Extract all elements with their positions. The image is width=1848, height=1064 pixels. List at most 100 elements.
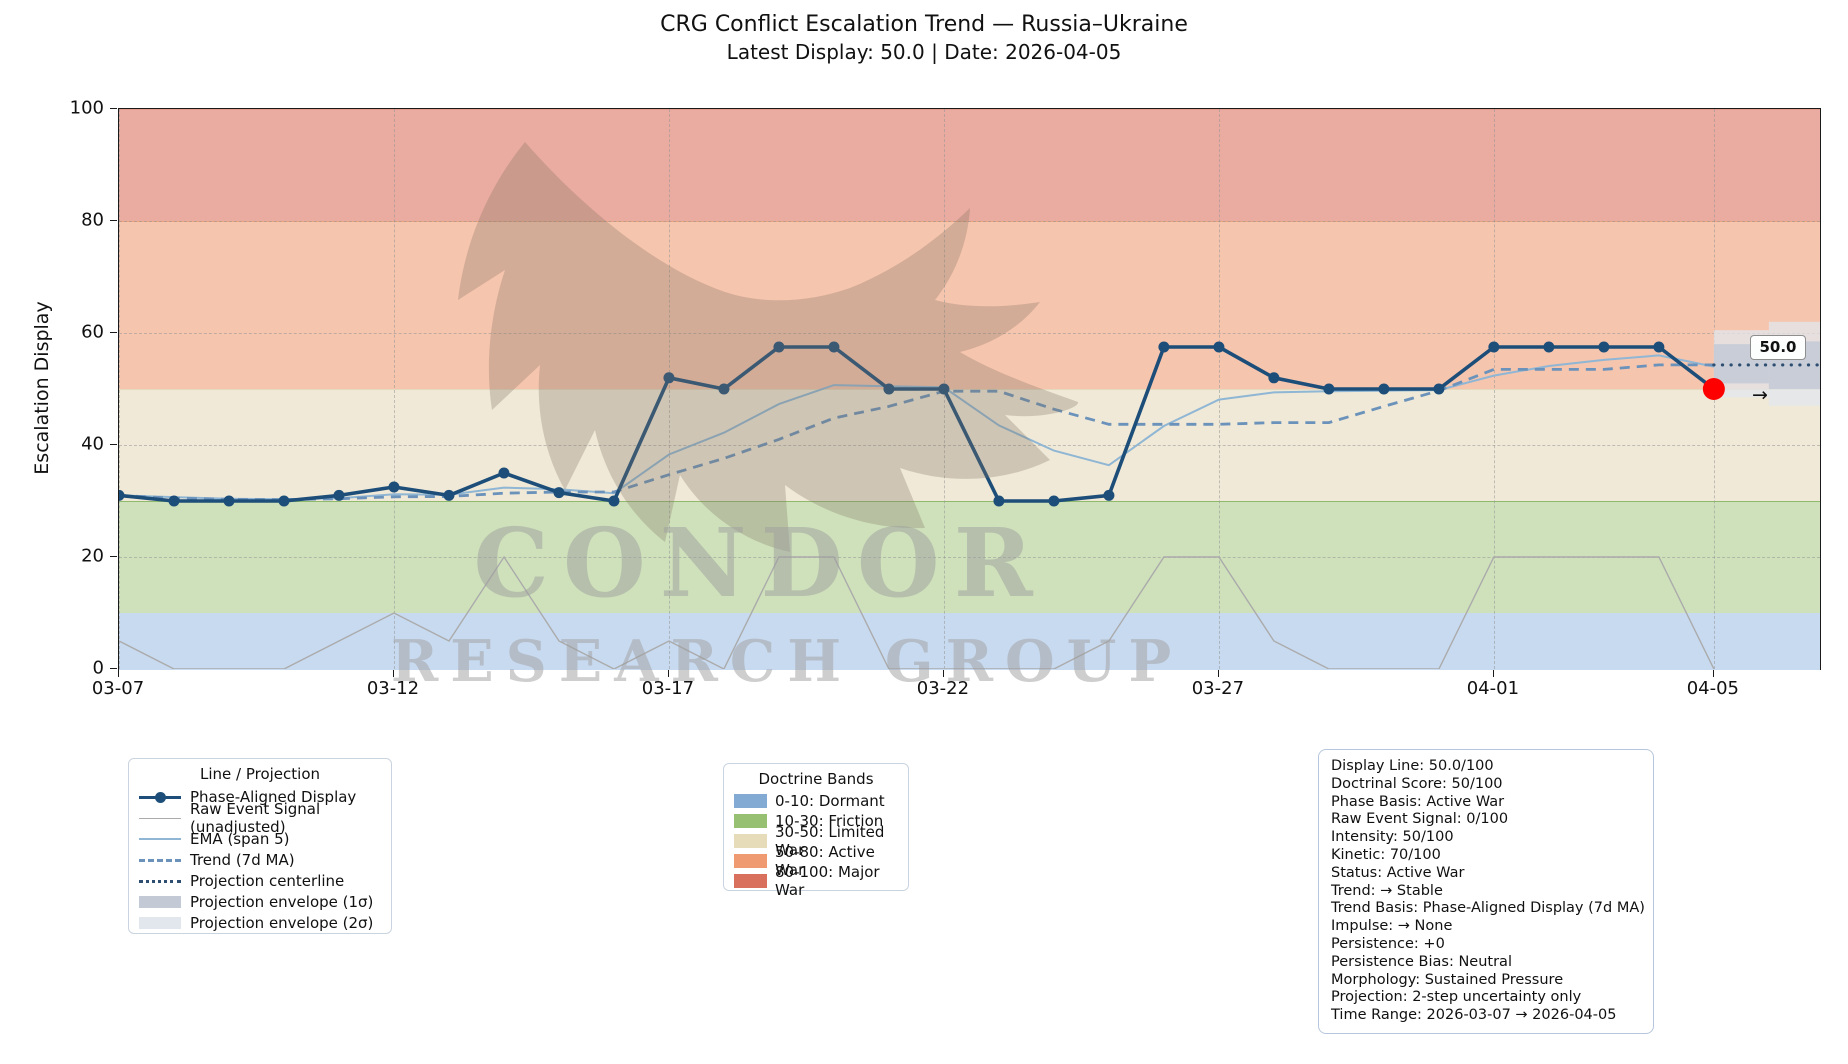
watermark-text-condor: CONDOR (473, 508, 1047, 619)
data-point-marker (773, 341, 785, 353)
y-tick-label: 80 (81, 209, 104, 231)
y-tick-label: 60 (81, 321, 104, 343)
legend-line-item-label: Projection centerline (190, 871, 345, 890)
data-point-marker (443, 489, 455, 501)
legend-line-item: Phase-Aligned Display (139, 786, 381, 807)
data-point-marker (883, 383, 895, 395)
doctrine-band-active-war (119, 221, 1820, 390)
doctrine-band-major-war (119, 109, 1820, 222)
y-tick-mark (110, 220, 117, 221)
y-tick-label: 40 (81, 433, 104, 455)
legend-band-item: 10-30: Friction (734, 811, 898, 831)
data-point-marker (1598, 341, 1610, 353)
plot-area (118, 108, 1821, 670)
series-chart (119, 321, 1820, 669)
legend-line-item-label: Trend (7d MA) (190, 850, 295, 869)
stat-line: Intensity: 50/100 (1331, 829, 1454, 846)
stat-line: Doctrinal Score: 50/100 (1331, 775, 1503, 792)
h-gridline (119, 557, 1820, 558)
x-tick-mark (392, 670, 394, 677)
data-point-marker (168, 495, 180, 507)
v-gridline (1218, 109, 1220, 669)
stat-line: Kinetic: 70/100 (1331, 846, 1441, 863)
data-point-marker (993, 495, 1005, 507)
legend-line-item: Projection centerline (139, 870, 381, 891)
data-point-marker (1378, 383, 1390, 395)
stat-line: Time Range: 2026-03-07 → 2026-04-05 (1331, 1007, 1617, 1024)
legend-line-item: EMA (span 5) (139, 828, 381, 849)
x-tick-label: 03-27 (1191, 678, 1245, 699)
x-tick-mark (1492, 670, 1494, 677)
stat-line: Phase Basis: Active War (1331, 793, 1505, 810)
y-tick-mark (110, 332, 117, 333)
x-tick-mark (118, 670, 119, 677)
legend-line-item: Raw Event Signal (unadjusted) (139, 800, 381, 836)
data-point-marker (1433, 383, 1445, 395)
legend-line-title: Line / Projection (199, 765, 321, 783)
legend-line-projection: Line / Projection Phase-Aligned Display R… (128, 758, 392, 934)
stat-line: Persistence: +0 (1331, 935, 1445, 952)
y-axis-label: Escalation Display (31, 301, 53, 475)
band-swatch-icon (734, 834, 767, 848)
legend-band-item-label: 30-50: Limited War (775, 823, 885, 859)
latest-point-marker (1702, 378, 1725, 400)
v-gridline (119, 109, 120, 669)
doctrine-band-dormant (119, 613, 1820, 670)
v-gridline (393, 109, 395, 669)
legend-sample-line-thin-icon (139, 811, 181, 825)
x-tick-label: 03-12 (366, 678, 420, 699)
stat-line: Persistence Bias: Neutral (1331, 953, 1512, 970)
condor-bird-watermark-icon (458, 142, 1079, 552)
legend-sample-line-dashed-icon (139, 853, 181, 867)
data-point-marker (1323, 383, 1335, 395)
band-swatch-icon (734, 794, 767, 808)
data-point-marker (1213, 341, 1225, 353)
legend-band-item: 80-100: Major War (734, 863, 898, 899)
h-gridline (119, 333, 1820, 334)
data-point-marker (1103, 489, 1115, 501)
x-tick-label: 04-05 (1686, 678, 1740, 699)
chart-title: CRG Conflict Escalation Trend — Russia–U… (660, 12, 1188, 37)
data-point-marker (498, 467, 510, 479)
chart-subtitle: Latest Display: 50.0 | Date: 2026-04-05 (726, 40, 1122, 64)
stat-line: Display Line: 50.0/100 (1331, 758, 1494, 774)
h-gridline (119, 445, 1820, 446)
data-point-marker (223, 495, 235, 507)
band-swatch-icon (734, 854, 767, 868)
stat-line: Impulse: → None (1331, 918, 1453, 935)
x-tick-label: 04-01 (1466, 678, 1520, 699)
display-line (119, 345, 1715, 503)
legend-doctrine-bands: Doctrine Bands 0-10: Dormant 10-30: Frict… (723, 763, 909, 899)
band-swatch-icon (734, 814, 767, 828)
legend-line-item: Projection envelope (2σ) (139, 912, 381, 933)
stat-line: Trend: → Stable (1331, 882, 1443, 899)
legend-sample-line-dotted-icon (139, 874, 181, 888)
x-tick-label: 03-17 (641, 678, 695, 699)
legend-line-item: Trend (7d MA) (139, 849, 381, 870)
y-tick-mark (110, 108, 117, 109)
legend-line-item-label: EMA (span 5) (190, 829, 290, 848)
data-point-marker (938, 383, 950, 395)
data-point-marker (388, 481, 400, 493)
trend-arrow-icon: → (1752, 384, 1768, 406)
stat-line: Trend Basis: Phase-Aligned Display (7d M… (1331, 900, 1645, 917)
data-point-marker (278, 495, 290, 507)
legend-sample-patch-icon (139, 895, 181, 909)
data-point-marker (663, 372, 675, 384)
legend-band-item: 50-80: Active War (734, 843, 898, 879)
legend-band-item-label: 0-10: Dormant (775, 792, 885, 810)
data-point-marker (1653, 341, 1665, 353)
x-tick-label: 03-07 (91, 678, 145, 699)
legend-line-item: Projection envelope (1σ) (139, 891, 381, 912)
data-point-marker (119, 489, 125, 501)
data-point-marker (333, 489, 345, 501)
raw-signal-line (119, 555, 1715, 669)
x-tick-mark (667, 670, 669, 677)
legend-line-item-label: Phase-Aligned Display (190, 787, 357, 806)
data-point-marker (1048, 495, 1060, 507)
x-tick-mark (942, 670, 944, 677)
data-point-marker (1268, 372, 1280, 384)
data-point-marker (1158, 341, 1170, 353)
legend-band-item-label: 80-100: Major War (775, 863, 880, 899)
